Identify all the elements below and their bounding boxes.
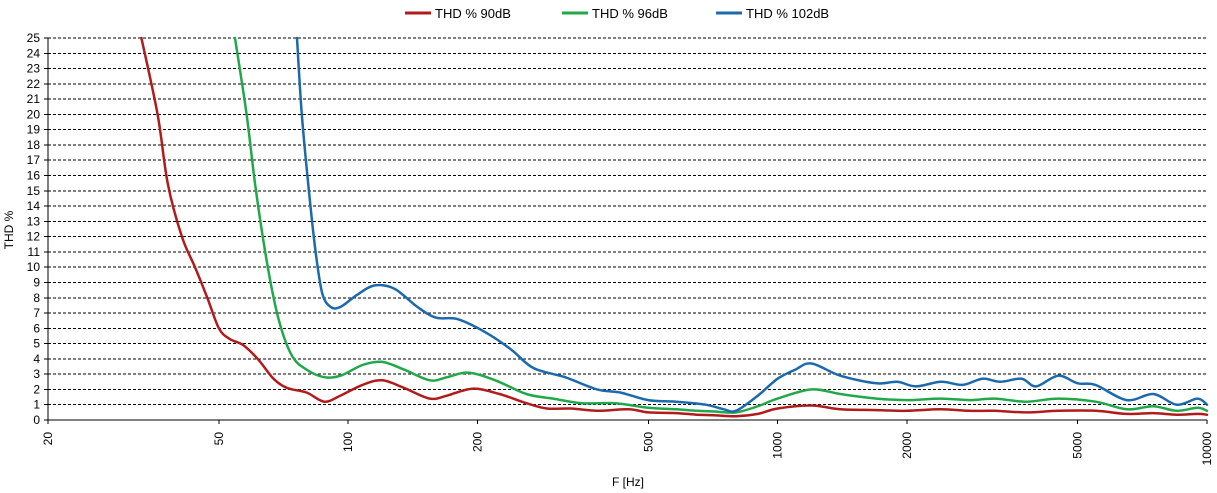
y-tick-label: 12 <box>27 230 41 244</box>
y-axis-label: THD % <box>2 210 16 249</box>
series-line-3 <box>295 36 1209 413</box>
y-tick-label: 19 <box>27 123 41 137</box>
y-tick-label: 7 <box>33 306 40 320</box>
y-tick-label: 17 <box>27 153 41 167</box>
axes <box>47 38 1207 421</box>
y-tick-label: 25 <box>27 31 41 45</box>
grid <box>48 37 1207 406</box>
x-tick-label: 100 <box>341 432 355 452</box>
y-tick-label: 10 <box>27 260 41 274</box>
legend-label-2: THD % 96dB <box>592 6 668 21</box>
legend-label-3: THD % 102dB <box>746 6 829 21</box>
series-line-1 <box>140 36 1209 418</box>
y-tick-label: 1 <box>33 398 40 412</box>
y-tick-label: 6 <box>33 321 40 335</box>
y-tick-label: 23 <box>27 62 41 76</box>
legend: THD % 90dB THD % 96dB THD % 102dB <box>405 6 829 21</box>
x-tick-label: 500 <box>641 432 655 452</box>
y-tick-label: 14 <box>27 199 41 213</box>
x-tick-label: 5000 <box>1071 432 1085 459</box>
y-tick-label: 5 <box>33 337 40 351</box>
x-tick-label: 1000 <box>771 432 785 459</box>
x-tick-label: 50 <box>212 432 226 446</box>
y-tick-label: 9 <box>33 275 40 289</box>
x-tick-label: 20 <box>41 432 55 446</box>
y-tick-labels: 0123456789101112131415161718192021222324… <box>27 31 48 427</box>
y-tick-label: 0 <box>33 413 40 427</box>
series-lines <box>140 36 1209 418</box>
legend-label-1: THD % 90dB <box>435 6 511 21</box>
y-tick-label: 8 <box>33 291 40 305</box>
y-tick-label: 24 <box>27 46 41 60</box>
y-tick-label: 20 <box>27 107 41 121</box>
x-tick-label: 10000 <box>1200 432 1214 466</box>
y-tick-label: 22 <box>27 77 41 91</box>
y-tick-label: 15 <box>27 184 41 198</box>
x-axis-label: F [Hz] <box>612 475 644 489</box>
y-tick-label: 2 <box>33 382 40 396</box>
x-tick-label: 200 <box>470 432 484 452</box>
y-tick-label: 18 <box>27 138 41 152</box>
y-tick-label: 21 <box>27 92 41 106</box>
series-line-2 <box>233 36 1209 414</box>
y-tick-label: 3 <box>33 367 40 381</box>
x-tick-labels: 20 50 100 200 500 1000 2000 5000 10000 <box>41 420 1214 465</box>
x-tick-label: 2000 <box>900 432 914 459</box>
y-tick-label: 11 <box>28 245 41 259</box>
y-tick-label: 13 <box>27 214 41 228</box>
y-tick-label: 4 <box>33 352 40 366</box>
y-tick-label: 16 <box>27 169 41 183</box>
